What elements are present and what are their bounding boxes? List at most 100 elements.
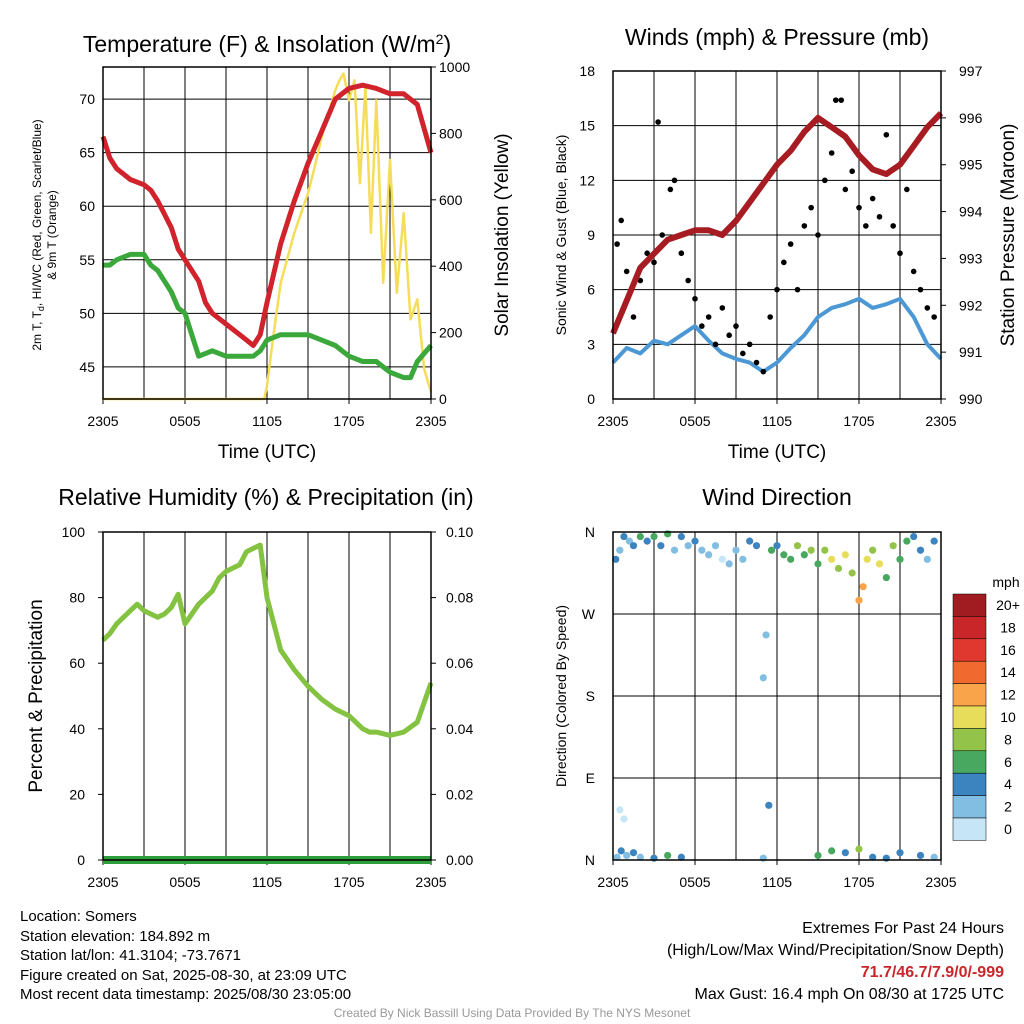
y2-tick-label: 1000 <box>439 59 470 75</box>
x-tick-label: 2305 <box>87 413 118 429</box>
legend-swatch <box>952 638 987 662</box>
gust-point <box>838 97 845 103</box>
direction-point <box>705 551 713 559</box>
gust-point <box>667 186 674 193</box>
direction-point <box>780 551 788 559</box>
x-tick-label: 2305 <box>597 874 628 890</box>
direction-point <box>732 546 740 554</box>
extremes-title: Extremes For Past 24 Hours <box>802 920 1004 937</box>
gust-point <box>753 359 760 366</box>
legend-swatch <box>952 795 987 819</box>
gust-point <box>705 314 712 320</box>
gust-point <box>630 314 637 320</box>
direction-point <box>746 537 754 545</box>
direction-point <box>923 555 931 563</box>
gust-point <box>917 286 924 293</box>
y-axis-label: Sonic Wind & Gust (Blue, Black) <box>553 135 569 336</box>
direction-point <box>752 542 761 550</box>
gust-point <box>822 177 828 184</box>
direction-point <box>800 551 808 559</box>
legend-label: 8 <box>1004 731 1012 747</box>
direction-point <box>848 569 856 577</box>
gust-point <box>623 268 630 275</box>
y-axis-label-line2: & 9m T (Orange) <box>45 190 59 280</box>
gust-point <box>655 119 661 125</box>
gust-point <box>618 217 624 224</box>
direction-point <box>613 853 621 861</box>
direction-point <box>629 849 638 857</box>
info-created: Figure created on Sat, 2025-08-30, at 23… <box>20 966 347 984</box>
direction-point <box>814 560 822 568</box>
panel-winds: 2305 0505 1105 1705 230503691215189909919929… <box>553 24 1019 463</box>
legend-swatch <box>952 660 987 684</box>
x-tick-label: 1105 <box>252 413 282 429</box>
chart-title: Relative Humidity (%) & Precipitation (i… <box>58 484 473 510</box>
gust-point <box>767 314 773 320</box>
direction-point <box>767 546 776 554</box>
direction-point <box>821 546 829 554</box>
direction-point <box>629 542 638 550</box>
direction-point <box>657 542 665 550</box>
x-axis-label: Time (UTC) <box>728 442 827 463</box>
gust-point <box>890 223 896 229</box>
series-dewpoint <box>103 251 433 381</box>
gust-point <box>740 350 746 357</box>
direction-point <box>828 847 836 855</box>
y2-tick-label: 990 <box>959 391 983 407</box>
series-temp <box>100 82 434 348</box>
direction-point <box>684 542 692 550</box>
series-pressure <box>610 111 944 335</box>
direction-point <box>859 583 867 591</box>
direction-point <box>765 801 773 809</box>
gust-point <box>863 223 869 229</box>
direction-point <box>896 849 904 857</box>
extremes-subtitle: (High/Low/Max Wind/Precipitation/Snow De… <box>666 942 1004 959</box>
direction-point <box>787 555 795 563</box>
gust-point <box>856 204 862 211</box>
legend-swatch <box>952 772 987 796</box>
chart-title: Wind Direction <box>702 484 852 510</box>
gust-point <box>781 259 787 266</box>
direction-point <box>620 815 628 823</box>
gust-point <box>815 232 821 238</box>
gust-point <box>685 277 691 284</box>
legend-swatch <box>952 728 987 752</box>
x-tick-label: 0505 <box>679 413 710 429</box>
direction-point <box>650 532 658 541</box>
direction-point <box>863 555 871 563</box>
y-tick-label: 100 <box>62 524 86 540</box>
direction-point <box>814 851 822 860</box>
y-tick-label: S <box>586 688 595 704</box>
legend-label: 6 <box>1004 754 1012 770</box>
gust-point <box>910 268 917 275</box>
x-tick-label: 2305 <box>925 413 956 429</box>
legend-label: 4 <box>1004 776 1012 792</box>
y-tick-label: 6 <box>587 282 595 298</box>
gust-point <box>801 223 808 229</box>
legend-label: 20+ <box>996 597 1020 613</box>
gust-point <box>828 150 835 156</box>
y2-tick-label: 0 <box>439 391 447 407</box>
y2-tick-label: 995 <box>959 157 983 173</box>
x-axis-label: Time (UTC) <box>218 442 317 463</box>
gust-point <box>726 332 732 339</box>
direction-point <box>930 537 938 545</box>
y-tick-label: 70 <box>79 91 95 107</box>
x-tick-label: 1705 <box>333 413 364 429</box>
series-solar <box>103 72 433 401</box>
gust-point <box>883 131 890 138</box>
gust-point <box>671 177 678 184</box>
legend-swatch <box>952 817 987 841</box>
gust-point <box>774 286 780 293</box>
gust-point <box>659 232 665 238</box>
extremes-gust: Max Gust: 16.4 mph On 08/30 at 1725 UTC <box>694 986 1005 1003</box>
x-tick-label: 1105 <box>762 413 792 429</box>
y2-tick-label: 200 <box>439 325 463 341</box>
extremes-values: 71.7/46.7/7.9/0/-999 <box>860 964 1004 981</box>
y2-tick-label: 993 <box>959 250 983 266</box>
direction-point <box>616 806 624 814</box>
plot-frame <box>102 66 432 400</box>
y2-tick-label: 0.02 <box>446 786 473 802</box>
direction-point <box>869 853 877 861</box>
direction-point <box>841 551 849 559</box>
